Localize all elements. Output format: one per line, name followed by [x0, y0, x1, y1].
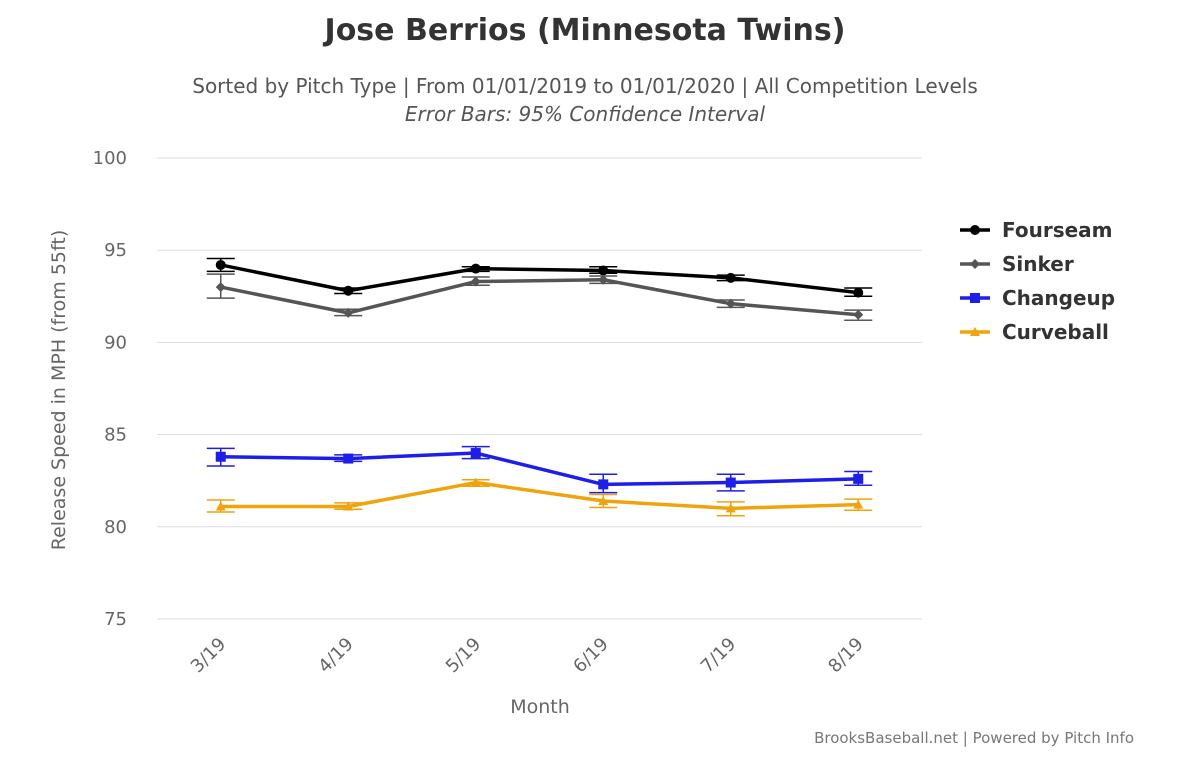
- x-tick-label: 8/19: [824, 634, 867, 677]
- y-tick-label: 80: [104, 517, 127, 538]
- x-axis-title: Month: [510, 696, 570, 718]
- data-point: [215, 501, 226, 511]
- legend-item-sinker[interactable]: Sinker: [960, 252, 1074, 276]
- y-tick-label: 90: [104, 332, 127, 353]
- data-point: [470, 263, 481, 274]
- gridlines: [157, 157, 922, 620]
- chart-subtitle-error-bars: Error Bars: 95% Confidence Interval: [405, 102, 766, 126]
- data-point: [343, 501, 354, 511]
- data-point: [853, 309, 864, 320]
- chart-subtitle: Sorted by Pitch Type | From 01/01/2019 t…: [192, 74, 978, 98]
- y-tick-label: 95: [104, 240, 127, 261]
- legend-marker: [970, 293, 980, 303]
- data-point: [215, 451, 226, 462]
- x-tick-label: 5/19: [442, 634, 485, 677]
- series-line: [220, 451, 859, 487]
- x-axis-ticks: 3/19 4/19 5/19 6/19 7/19 8/19: [187, 634, 868, 677]
- data-point: [853, 499, 864, 509]
- data-point: [343, 453, 354, 464]
- legend-item-changeup[interactable]: Changeup: [960, 286, 1115, 310]
- legend: Fourseam Sinker Changeup Curveball: [960, 218, 1115, 344]
- legend-label: Curveball: [1002, 320, 1109, 344]
- data-point: [215, 259, 226, 270]
- data-point: [598, 274, 609, 285]
- x-tick-label: 4/19: [314, 634, 357, 677]
- data-point: [598, 495, 609, 505]
- data-point: [343, 285, 354, 296]
- data-point: [725, 272, 736, 283]
- y-tick-label: 100: [93, 148, 127, 169]
- series-line: [220, 277, 859, 317]
- series-line: [220, 263, 859, 295]
- series-fourseam: [206, 257, 873, 298]
- series-layer: [206, 257, 873, 517]
- legend-label: Sinker: [1002, 252, 1074, 276]
- series-sinker: [206, 273, 873, 322]
- data-point: [470, 276, 481, 287]
- series-curveball: [206, 477, 873, 517]
- data-point: [725, 298, 736, 309]
- legend-marker: [970, 327, 980, 336]
- x-tick-label: 6/19: [569, 634, 612, 677]
- legend-marker: [970, 225, 980, 235]
- x-tick-label: 7/19: [697, 634, 740, 677]
- data-point: [470, 477, 481, 487]
- legend-item-curveball[interactable]: Curveball: [960, 320, 1109, 344]
- chart-title: Jose Berrios (Minnesota Twins): [323, 13, 846, 48]
- data-point: [598, 479, 609, 490]
- data-point: [598, 265, 609, 276]
- y-axis-ticks: 75 80 85 90 95 100: [93, 148, 127, 630]
- series-line: [220, 480, 859, 511]
- data-point: [343, 307, 354, 318]
- y-axis-title: Release Speed in MPH (from 55ft): [48, 230, 70, 550]
- chart-credits: BrooksBaseball.net | Powered by Pitch In…: [814, 729, 1134, 747]
- data-point: [470, 448, 481, 459]
- data-point: [853, 473, 864, 484]
- data-point: [725, 477, 736, 488]
- y-tick-label: 75: [104, 609, 127, 630]
- y-tick-label: 85: [104, 425, 127, 446]
- series-changeup: [206, 445, 873, 494]
- legend-label: Fourseam: [1002, 218, 1113, 242]
- data-point: [853, 287, 864, 298]
- data-point: [725, 503, 736, 513]
- data-point: [215, 282, 226, 293]
- legend-label: Changeup: [1002, 286, 1115, 310]
- legend-marker: [970, 259, 980, 269]
- legend-item-fourseam[interactable]: Fourseam: [960, 218, 1113, 242]
- x-tick-label: 3/19: [187, 634, 230, 677]
